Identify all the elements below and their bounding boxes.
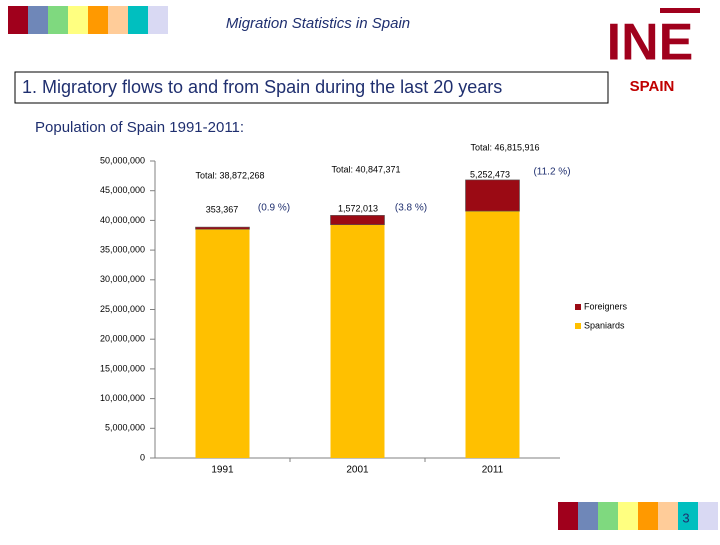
- legend-label: Spaniards: [584, 320, 625, 330]
- value-label: 5,252,473: [470, 169, 510, 179]
- bar-segment: [465, 179, 520, 212]
- y-tick-label: 50,000,000: [100, 155, 145, 165]
- footer-strip: [558, 502, 718, 530]
- country: SPAIN: [630, 78, 675, 95]
- total-label: Total: 38,872,268: [195, 170, 264, 180]
- legend-label: Foreigners: [584, 301, 628, 311]
- y-tick-label: 15,000,000: [100, 363, 145, 373]
- bar-segment: [465, 211, 520, 458]
- y-tick-label: 45,000,000: [100, 185, 145, 195]
- y-tick-label: 35,000,000: [100, 244, 145, 254]
- y-tick-label: 10,000,000: [100, 393, 145, 403]
- x-tick-label: 1991: [211, 465, 234, 476]
- bar-segment: [195, 226, 250, 230]
- page-number: 3: [682, 510, 689, 525]
- y-tick-label: 20,000,000: [100, 334, 145, 344]
- total-label: Total: 46,815,916: [470, 142, 539, 152]
- slide-title: Migration Statistics in Spain: [226, 15, 410, 32]
- y-tick-label: 0: [140, 452, 145, 462]
- heading-box: [14, 71, 609, 104]
- y-tick-label: 40,000,000: [100, 215, 145, 225]
- share-label: (3.8 %): [395, 203, 427, 214]
- color-strip: [8, 6, 168, 34]
- legend-swatch: [575, 323, 581, 329]
- y-tick-label: 25,000,000: [100, 304, 145, 314]
- total-label: Total: 40,847,371: [331, 164, 400, 174]
- share-label: (0.9 %): [258, 203, 290, 214]
- heading: 1. Migratory flows to and from Spain dur…: [22, 77, 502, 97]
- subheading: Population of Spain 1991-2011:: [35, 119, 244, 136]
- bar-segment: [330, 224, 385, 458]
- value-label: 1,572,013: [338, 203, 378, 213]
- y-tick-label: 30,000,000: [100, 274, 145, 284]
- x-tick-label: 2001: [346, 465, 369, 476]
- logo: INE: [607, 14, 694, 72]
- bar-segment: [330, 215, 385, 226]
- legend-swatch: [575, 304, 581, 310]
- logo-bar: [660, 8, 700, 13]
- value-label: 353,367: [206, 204, 239, 214]
- bar-segment: [195, 229, 250, 458]
- y-tick-label: 5,000,000: [105, 423, 145, 433]
- share-label: (11.2 %): [533, 167, 570, 178]
- x-tick-label: 2011: [482, 465, 504, 476]
